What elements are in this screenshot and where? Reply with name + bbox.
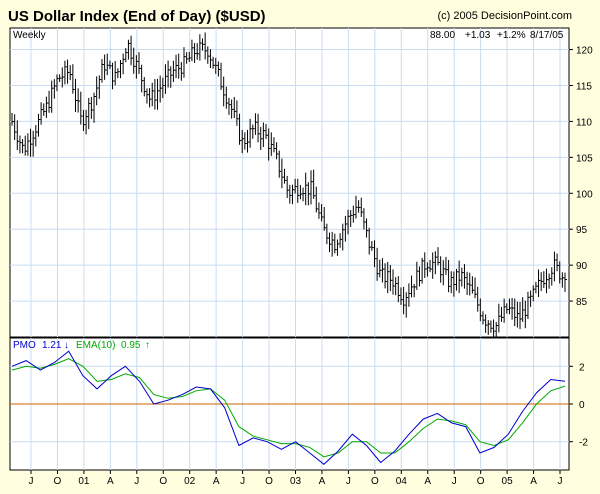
ema-value: 0.95 — [121, 340, 141, 351]
x-tick-label: J — [452, 476, 457, 487]
pmo-arrow-down-icon: ↓ — [64, 340, 69, 351]
price-change-pct: +1.2% — [497, 30, 526, 41]
x-tick-label: J — [558, 476, 563, 487]
x-tick-label: A — [213, 476, 220, 487]
price-panel-frame — [9, 27, 570, 338]
price-y-tick-label: 100 — [576, 189, 593, 200]
price-y-tick-label: 110 — [576, 117, 592, 128]
price-y-tick-label: 85 — [576, 297, 588, 308]
x-tick-label: O — [477, 476, 485, 487]
pmo-legend: PMO 1.21 ↓ EMA(10) 0.95 ↑ — [13, 340, 150, 351]
x-tick-label: A — [107, 476, 114, 487]
price-y-tick-label: 95 — [576, 225, 588, 236]
price-y-tick-label: 120 — [576, 46, 593, 57]
ema-line — [11, 358, 566, 458]
x-tick-label: O — [371, 476, 379, 487]
x-tick-label: A — [530, 476, 537, 487]
ema-label: EMA(10) — [76, 340, 115, 351]
price-y-tick-label: 105 — [576, 153, 593, 164]
pmo-y-tick-label: 0 — [579, 400, 585, 411]
price-date: 8/17/05 — [530, 30, 564, 41]
x-tick-label: O — [159, 476, 167, 487]
last-price: 88.00 — [430, 30, 455, 41]
pmo-y-tick-label: 2 — [579, 362, 585, 373]
x-tick-label: O — [265, 476, 273, 487]
price-y-ticks: 85 90 95 100 105 110 115 120 — [569, 46, 593, 308]
copyright-credit: (c) 2005 DecisionPoint.com — [437, 10, 572, 22]
price-y-tick-label: 90 — [576, 261, 588, 272]
ema-arrow-up-icon: ↑ — [145, 340, 150, 351]
pmo-y-tick-label: -2 — [579, 438, 588, 449]
x-tick-label: J — [346, 476, 351, 487]
x-tick-label: J — [29, 476, 34, 487]
x-tick-label: 03 — [290, 476, 302, 487]
pmo-value: 1.21 — [42, 340, 62, 351]
x-tick-label: O — [54, 476, 62, 487]
price-bars — [11, 32, 567, 341]
period-label: Weekly — [13, 30, 46, 41]
x-tick-label: J — [134, 476, 139, 487]
pmo-line — [11, 350, 566, 465]
x-tick-label: 04 — [396, 476, 408, 487]
x-tick-label: A — [319, 476, 326, 487]
chart-title: US Dollar Index (End of Day) ($USD) — [8, 8, 266, 25]
price-readout: 88.00 +1.03 +1.2% 8/17/05 — [430, 30, 564, 41]
x-tick-label: A — [424, 476, 431, 487]
x-tick-label: 01 — [78, 476, 90, 487]
x-tick-label: J — [240, 476, 245, 487]
x-tick-label: 05 — [502, 476, 514, 487]
pmo-y-ticks: -2 0 2 — [569, 362, 588, 449]
price-y-tick-label: 115 — [576, 81, 592, 92]
price-change: +1.03 — [465, 30, 491, 41]
x-axis-ticks: J O 01 A J O 02 A J O 03 A J O 04 A J O 05 A J — [29, 470, 563, 487]
pmo-label: PMO — [13, 340, 36, 351]
x-tick-label: 02 — [184, 476, 196, 487]
